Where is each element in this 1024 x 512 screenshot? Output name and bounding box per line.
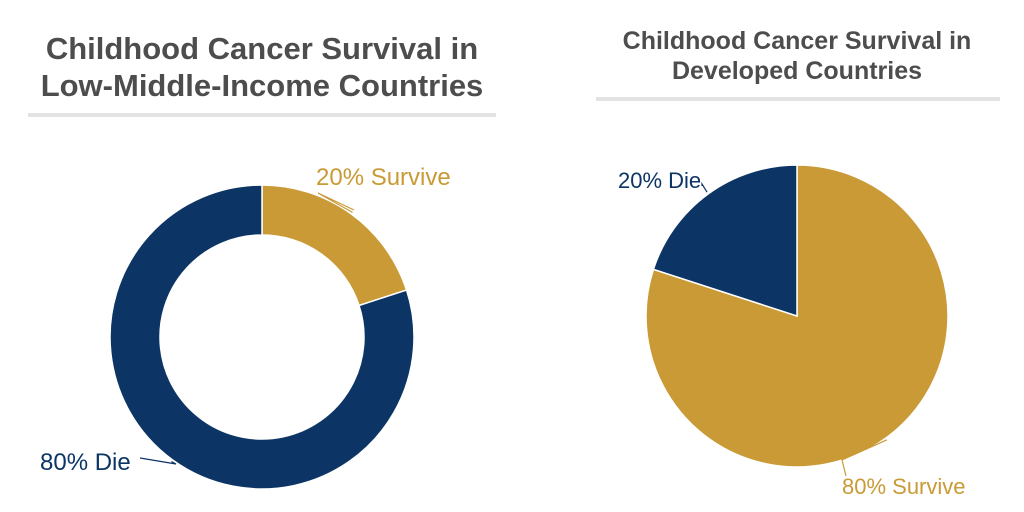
title-divider bbox=[596, 97, 1000, 101]
chart-title-low-middle-income: Childhood Cancer Survival in Low-Middle-… bbox=[20, 30, 504, 104]
leader-line-survive bbox=[317, 192, 355, 213]
leader-line-die bbox=[701, 181, 708, 193]
donut-chart: 20% Survive 80% Die bbox=[40, 164, 451, 490]
title-line-1: Childhood Cancer Survival in bbox=[622, 27, 972, 55]
leader-line-die bbox=[139, 457, 177, 465]
title-line-2: Low-Middle-Income Countries bbox=[40, 68, 484, 104]
data-label-survive: 80% Survive bbox=[842, 474, 966, 499]
chart-title-developed: Childhood Cancer Survival in Developed C… bbox=[592, 26, 1002, 86]
title-line-1: Childhood Cancer Survival in bbox=[45, 31, 479, 66]
pie-chart: 80% Survive 20% Die bbox=[618, 164, 966, 499]
leader-line-survive bbox=[841, 439, 888, 477]
title-divider bbox=[28, 113, 496, 117]
data-label-die: 80% Die bbox=[40, 449, 131, 476]
donut-slice-survive bbox=[261, 184, 408, 307]
data-label-die: 20% Die bbox=[618, 168, 701, 193]
data-label-survive: 20% Survive bbox=[316, 164, 451, 191]
title-line-2: Developed Countries bbox=[671, 57, 923, 85]
chart-panel-low-middle-income: Childhood Cancer Survival in Low-Middle-… bbox=[20, 30, 504, 490]
chart-panel-developed: Childhood Cancer Survival in Developed C… bbox=[512, 0, 1024, 512]
pie-slice-die bbox=[652, 164, 798, 318]
donut-slice-die bbox=[109, 184, 415, 490]
